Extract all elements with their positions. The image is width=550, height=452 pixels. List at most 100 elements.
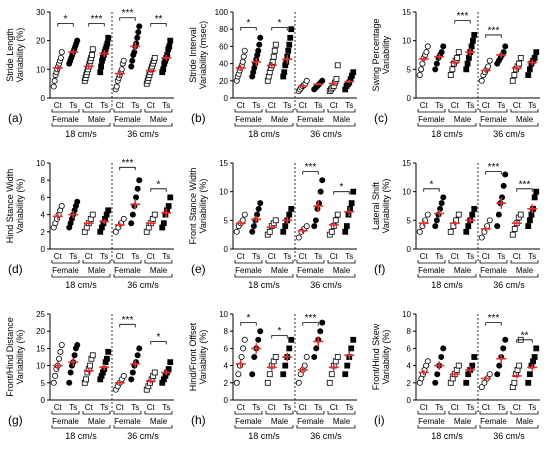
significance-bracket — [485, 322, 502, 326]
data-point — [280, 371, 287, 378]
data-point — [66, 379, 73, 386]
significance-bracket — [271, 335, 288, 339]
data-point — [58, 49, 65, 56]
y-tick-label: 0 — [41, 245, 46, 254]
sex-bracket — [479, 411, 508, 415]
significance-bracket — [119, 166, 136, 171]
significance-label: * — [278, 18, 282, 29]
significance-bracket — [240, 322, 257, 326]
data-point — [251, 353, 258, 360]
data-point — [89, 352, 96, 359]
y-tick-label: 4 — [41, 211, 46, 220]
data-point — [478, 234, 485, 241]
x-tick-label: Ct — [420, 252, 429, 261]
speed-bracket — [296, 123, 356, 127]
x-tick-label: Ct — [54, 252, 63, 261]
panel-h: 0 2 4 6 8 10 Hind/Front OffsetVariability (%) C… — [188, 310, 357, 441]
speed-label: 18 cm/s — [248, 280, 280, 290]
sex-label: Female — [114, 266, 141, 275]
data-point — [264, 379, 271, 386]
x-tick-label: Ts — [69, 403, 77, 412]
data-point — [509, 231, 516, 238]
data-point — [240, 53, 247, 60]
sex-bracket — [510, 411, 539, 415]
y-axis-label-line: Hind/Front Offset — [188, 322, 198, 391]
y-tick-label: 4 — [407, 362, 412, 371]
data-point — [295, 234, 302, 241]
data-point — [303, 353, 310, 360]
sex-label: Male — [333, 266, 351, 275]
data-point — [239, 58, 246, 65]
panel-letter: (i) — [374, 413, 385, 427]
data-point — [271, 47, 278, 54]
data-point — [463, 228, 470, 235]
data-point — [160, 66, 167, 73]
significance-label: *** — [488, 162, 500, 173]
data-point — [447, 72, 454, 78]
y-axis-label: Swing PercentageVariability — [371, 18, 391, 91]
data-point — [470, 37, 476, 44]
data-point — [438, 49, 445, 56]
panel-letter: (a) — [8, 111, 23, 125]
x-tick-label: Ts — [162, 101, 170, 110]
x-tick-label: Ts — [283, 403, 291, 412]
panel-b: 0 20 40 60 80 100 Stride IntervalVariability (… — [188, 8, 357, 139]
speed-bracket — [479, 274, 539, 278]
data-point — [350, 188, 357, 195]
significance-bracket — [485, 34, 502, 38]
sex-bracket — [113, 109, 142, 113]
panel-letter: (f) — [374, 262, 385, 276]
data-point — [151, 211, 158, 218]
speed-bracket — [113, 425, 173, 429]
data-point — [465, 223, 472, 229]
sex-bracket — [82, 109, 111, 113]
data-point — [134, 34, 141, 41]
sex-bracket — [144, 260, 173, 264]
sex-label: Female — [297, 115, 324, 124]
data-point — [502, 336, 509, 343]
sex-label: Female — [52, 417, 79, 426]
data-point — [525, 223, 532, 229]
speed-bracket — [417, 123, 477, 127]
sex-bracket — [82, 411, 111, 415]
data-point — [287, 34, 294, 41]
x-tick-label: Ct — [147, 403, 156, 412]
data-point — [334, 354, 341, 360]
data-point — [464, 60, 471, 67]
data-point — [136, 345, 143, 352]
x-tick-label: Ts — [100, 252, 108, 261]
data-point — [525, 72, 532, 78]
data-point — [481, 379, 488, 386]
data-point — [249, 371, 256, 378]
y-axis-label: Stride LengthVariability (%) — [5, 28, 25, 83]
data-point — [312, 217, 319, 224]
x-tick-label: Ts — [69, 252, 77, 261]
sex-bracket — [265, 260, 294, 264]
data-point — [131, 49, 138, 56]
speed-bracket — [51, 425, 111, 429]
x-tick-label: Ts — [131, 403, 139, 412]
x-tick-label: Ts — [435, 403, 443, 412]
data-point — [423, 49, 430, 56]
x-tick-label: Ct — [451, 252, 460, 261]
data-point — [57, 54, 64, 61]
panel-a: 0 10 20 30 Stride LengthVariability (%) Ct Ts C… — [5, 8, 174, 139]
sex-bracket — [234, 109, 263, 113]
data-point — [129, 211, 136, 218]
y-axis-label: Front Stance WidthVariability (%) — [188, 167, 208, 244]
x-tick-label: Ct — [54, 403, 63, 412]
data-point — [516, 362, 523, 369]
y-tick-label: 0 — [224, 396, 229, 405]
sex-label: Female — [52, 266, 79, 275]
data-point — [502, 43, 509, 50]
significance-label: * — [340, 182, 344, 193]
significance-label: *** — [122, 158, 134, 169]
sex-label: Female — [52, 115, 79, 124]
x-tick-label: Ts — [497, 403, 505, 412]
sex-label: Male — [333, 417, 351, 426]
data-point — [533, 49, 540, 56]
data-point — [533, 345, 540, 352]
data-point — [241, 47, 248, 54]
data-point — [433, 60, 440, 67]
sex-label: Male — [454, 417, 472, 426]
